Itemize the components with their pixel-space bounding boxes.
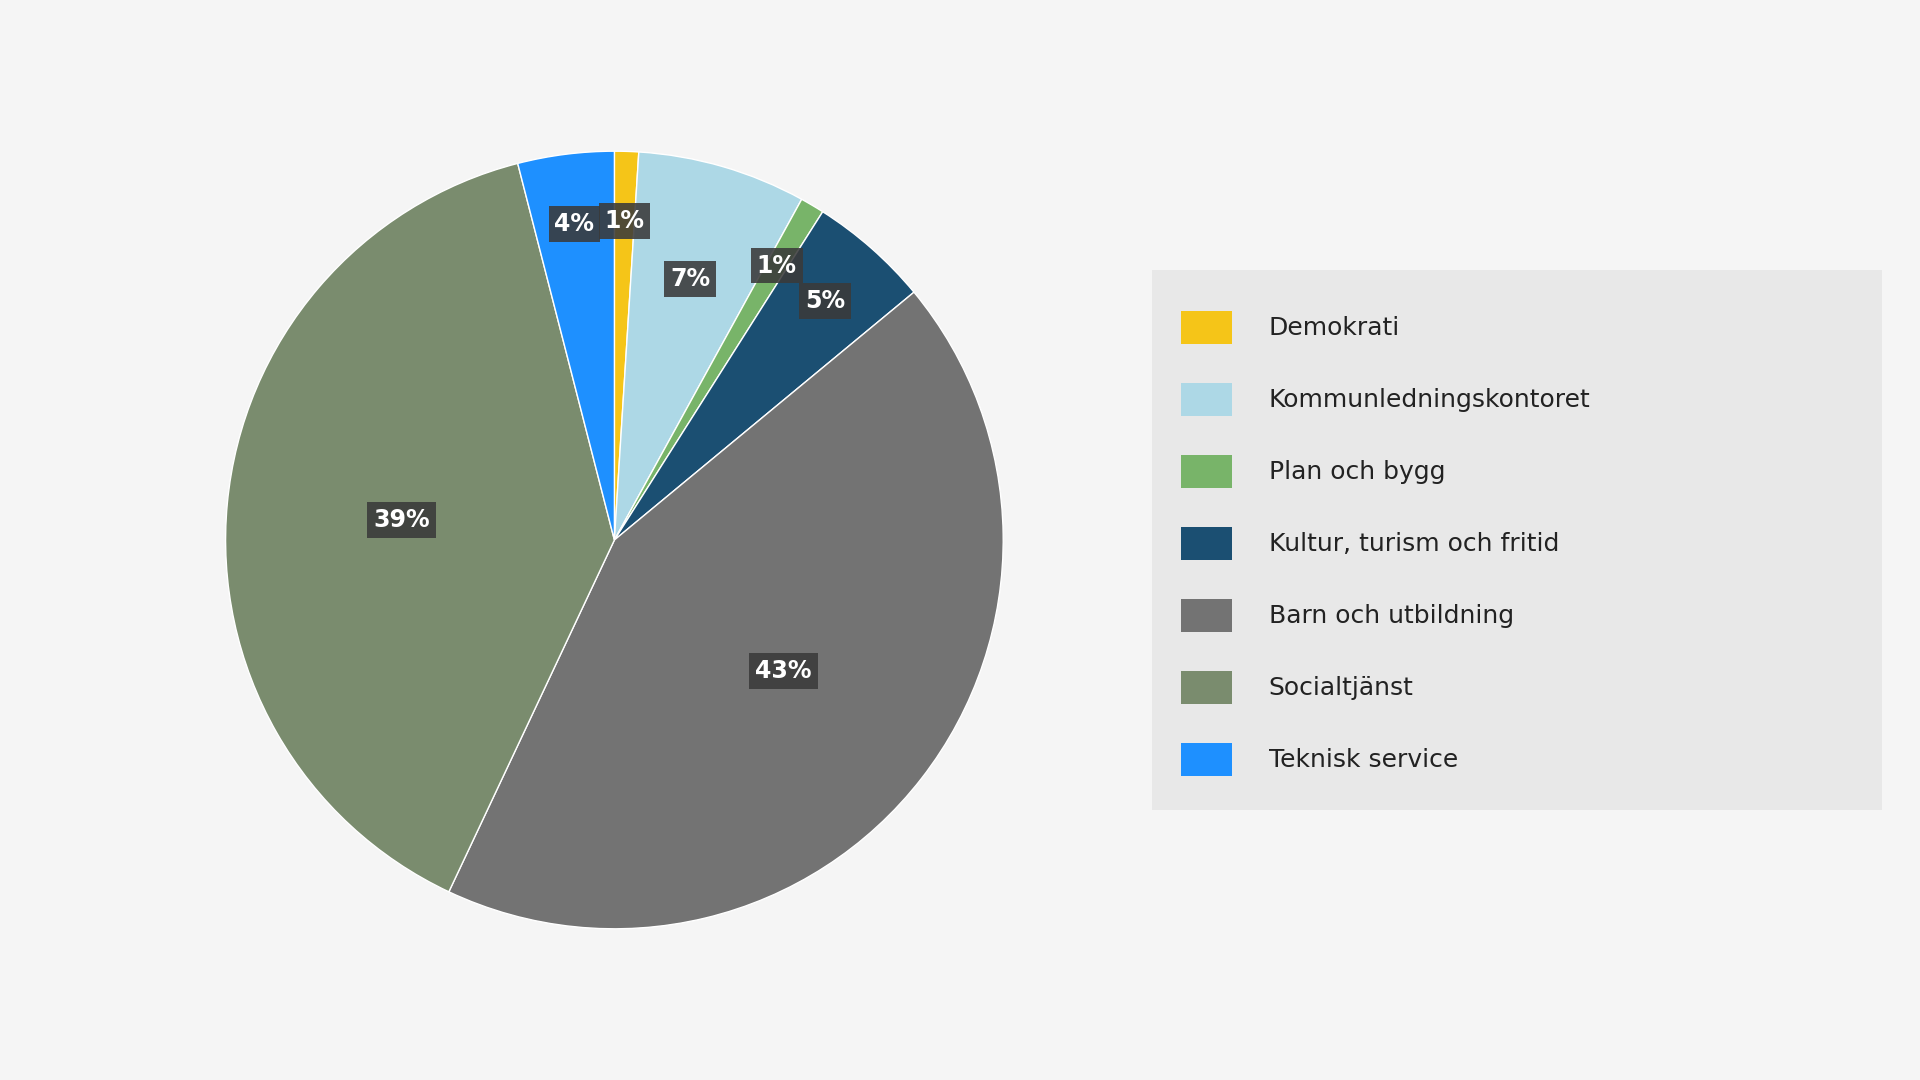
Bar: [1181, 456, 1233, 488]
Wedge shape: [227, 163, 614, 892]
Text: Socialtjänst: Socialtjänst: [1269, 676, 1413, 700]
Wedge shape: [614, 152, 803, 540]
Bar: [1181, 599, 1233, 632]
FancyBboxPatch shape: [1152, 270, 1882, 810]
Text: Kultur, turism och fritid: Kultur, turism och fritid: [1269, 531, 1559, 555]
Wedge shape: [614, 151, 639, 540]
Wedge shape: [614, 200, 824, 540]
Bar: [1181, 383, 1233, 416]
Wedge shape: [449, 293, 1002, 929]
Text: Kommunledningskontoret: Kommunledningskontoret: [1269, 388, 1590, 411]
Bar: [1181, 311, 1233, 343]
Text: Demokrati: Demokrati: [1269, 315, 1400, 339]
Text: 7%: 7%: [670, 267, 710, 291]
Text: Barn och utbildning: Barn och utbildning: [1269, 604, 1513, 627]
Bar: [1181, 672, 1233, 704]
Text: 4%: 4%: [555, 212, 595, 235]
Text: Plan och bygg: Plan och bygg: [1269, 460, 1446, 484]
Wedge shape: [614, 212, 914, 540]
Text: 1%: 1%: [756, 254, 797, 278]
Text: Teknisk service: Teknisk service: [1269, 747, 1457, 771]
Wedge shape: [518, 151, 614, 540]
Text: 5%: 5%: [804, 288, 845, 313]
Bar: [1181, 527, 1233, 559]
Text: 1%: 1%: [605, 210, 645, 233]
Text: 39%: 39%: [372, 508, 430, 531]
Bar: [1181, 743, 1233, 775]
Text: 43%: 43%: [755, 659, 812, 683]
